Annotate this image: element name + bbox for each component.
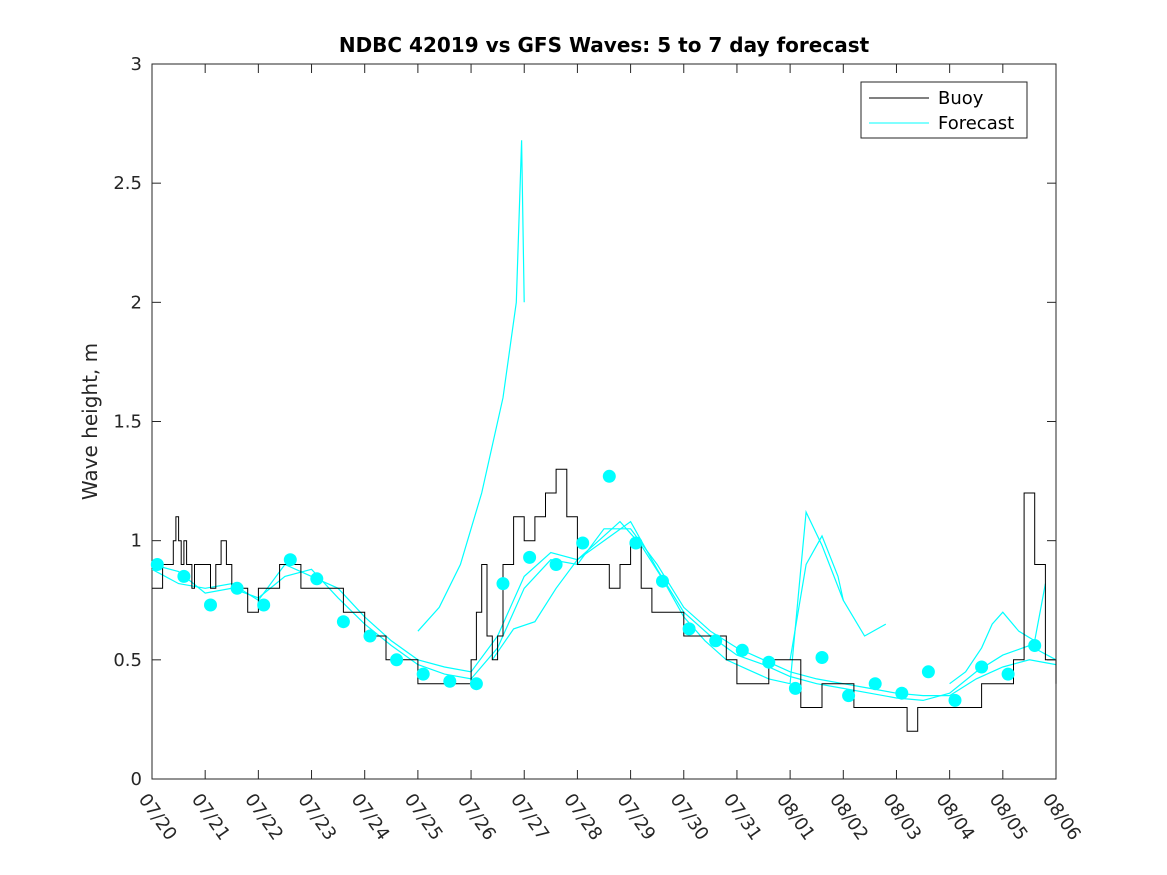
forecast-marker bbox=[788, 681, 802, 695]
forecast-marker bbox=[762, 655, 776, 669]
y-tick-label: 1 bbox=[131, 531, 142, 552]
forecast-line-5 bbox=[949, 583, 1046, 685]
y-tick-label: 0.5 bbox=[113, 650, 142, 671]
forecast-marker bbox=[336, 615, 350, 629]
forecast-marker bbox=[230, 581, 244, 595]
y-tick-label: 3 bbox=[131, 54, 142, 75]
forecast-markers bbox=[150, 469, 1042, 707]
forecast-marker bbox=[842, 689, 856, 703]
legend-box bbox=[860, 81, 1028, 139]
buoy-line bbox=[152, 468, 1057, 732]
forecast-marker bbox=[469, 677, 483, 691]
forecast-marker bbox=[895, 686, 909, 700]
forecast-marker bbox=[656, 574, 669, 588]
forecast-marker bbox=[682, 622, 696, 636]
forecast-marker bbox=[921, 665, 935, 679]
forecast-line-2 bbox=[417, 140, 525, 632]
forecast-marker bbox=[523, 550, 537, 564]
chart-title: NDBC 42019 vs GFS Waves: 5 to 7 day fore… bbox=[339, 33, 870, 57]
forecast-marker bbox=[975, 660, 989, 674]
y-tick-label: 2.5 bbox=[113, 173, 142, 194]
plot-area: 00.511.522.53 07/20 07/21 07/22 07/23 07/24 0… bbox=[113, 54, 1085, 844]
forecast-marker bbox=[735, 643, 749, 657]
legend-label-forecast: Forecast bbox=[938, 113, 1014, 134]
y-tick-label: 2 bbox=[131, 292, 142, 313]
y-axis-ticks: 0 0.5 1 1.5 2 2.5 3 bbox=[113, 54, 1056, 790]
forecast-marker bbox=[177, 569, 191, 583]
buoy-series-line bbox=[152, 468, 1057, 732]
forecast-marker bbox=[868, 677, 882, 691]
forecast-marker bbox=[948, 693, 962, 707]
forecast-marker bbox=[310, 572, 324, 586]
legend: Buoy Forecast bbox=[860, 81, 1028, 139]
forecast-marker bbox=[204, 598, 217, 612]
forecast-marker bbox=[496, 577, 510, 591]
forecast-marker bbox=[576, 536, 590, 550]
forecast-marker bbox=[549, 558, 563, 571]
forecast-marker bbox=[257, 598, 271, 612]
forecast-marker bbox=[443, 674, 457, 688]
forecast-marker bbox=[815, 651, 829, 664]
y-tick-label: 1.5 bbox=[113, 412, 142, 433]
forecast-marker bbox=[709, 634, 723, 648]
forecast-marker bbox=[629, 536, 643, 550]
y-tick-label: 0 bbox=[131, 769, 142, 790]
forecast-marker bbox=[1028, 639, 1042, 652]
axes-box bbox=[151, 63, 1057, 780]
forecast-marker bbox=[150, 558, 164, 571]
forecast-marker bbox=[390, 653, 404, 667]
forecast-line-4 bbox=[789, 534, 844, 660]
forecast-marker bbox=[416, 667, 430, 681]
legend-label-buoy: Buoy bbox=[938, 88, 984, 109]
forecast-marker bbox=[283, 553, 297, 567]
y-axis-label: Wave height, m bbox=[78, 343, 102, 500]
forecast-line-1 bbox=[151, 520, 1057, 702]
forecast-marker bbox=[602, 469, 616, 483]
forecast-marker bbox=[363, 629, 377, 643]
forecast-marker bbox=[1001, 667, 1015, 681]
